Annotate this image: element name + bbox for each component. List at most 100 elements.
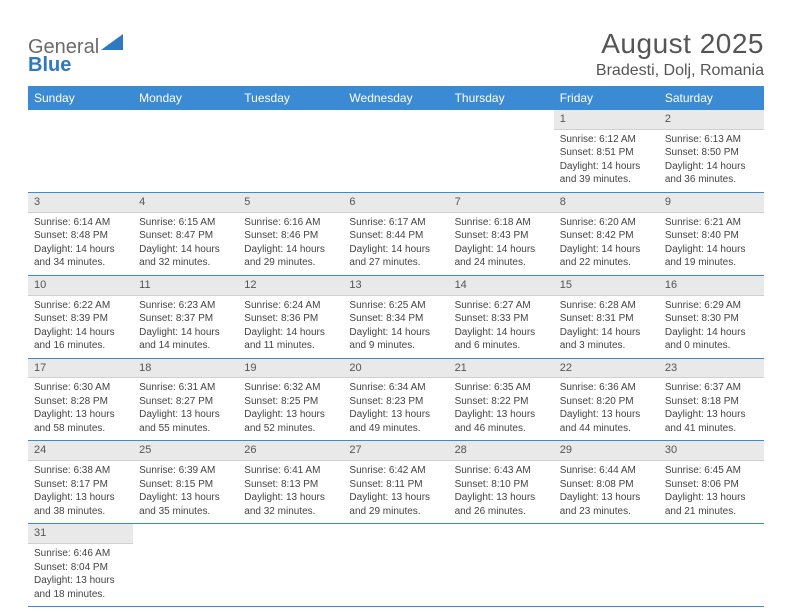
empty-cell [133, 129, 238, 192]
empty-cell [238, 129, 343, 192]
day-info: Sunrise: 6:43 AMSunset: 8:10 PMDaylight:… [449, 461, 554, 524]
day-number: 1 [554, 110, 659, 129]
weekday-header: Sunday [28, 86, 133, 110]
weekday-header: Tuesday [238, 86, 343, 110]
logo-text-blue-wrap: Blue [28, 54, 71, 77]
day-number: 21 [449, 358, 554, 378]
day-number: 13 [343, 275, 448, 295]
empty-cell [133, 524, 238, 544]
empty-cell [238, 524, 343, 544]
empty-cell [449, 544, 554, 607]
day-number: 8 [554, 192, 659, 212]
day-info: Sunrise: 6:13 AMSunset: 8:50 PMDaylight:… [659, 129, 764, 192]
day-info: Sunrise: 6:37 AMSunset: 8:18 PMDaylight:… [659, 378, 764, 441]
empty-cell [449, 129, 554, 192]
info-row: Sunrise: 6:30 AMSunset: 8:28 PMDaylight:… [28, 378, 764, 441]
empty-cell [554, 524, 659, 544]
day-number: 24 [28, 441, 133, 461]
day-info: Sunrise: 6:38 AMSunset: 8:17 PMDaylight:… [28, 461, 133, 524]
day-info: Sunrise: 6:30 AMSunset: 8:28 PMDaylight:… [28, 378, 133, 441]
day-info: Sunrise: 6:44 AMSunset: 8:08 PMDaylight:… [554, 461, 659, 524]
day-number: 19 [238, 358, 343, 378]
day-info: Sunrise: 6:45 AMSunset: 8:06 PMDaylight:… [659, 461, 764, 524]
empty-cell [659, 524, 764, 544]
info-row: Sunrise: 6:12 AMSunset: 8:51 PMDaylight:… [28, 129, 764, 192]
empty-cell [238, 110, 343, 129]
calendar-table: SundayMondayTuesdayWednesdayThursdayFrid… [28, 86, 764, 607]
info-row: Sunrise: 6:38 AMSunset: 8:17 PMDaylight:… [28, 461, 764, 524]
day-number: 4 [133, 192, 238, 212]
day-info: Sunrise: 6:36 AMSunset: 8:20 PMDaylight:… [554, 378, 659, 441]
day-info: Sunrise: 6:17 AMSunset: 8:44 PMDaylight:… [343, 212, 448, 275]
day-info: Sunrise: 6:34 AMSunset: 8:23 PMDaylight:… [343, 378, 448, 441]
day-number: 5 [238, 192, 343, 212]
info-row: Sunrise: 6:46 AMSunset: 8:04 PMDaylight:… [28, 544, 764, 607]
header: General August 2025 Bradesti, Dolj, Roma… [28, 28, 764, 80]
day-number: 22 [554, 358, 659, 378]
day-info: Sunrise: 6:35 AMSunset: 8:22 PMDaylight:… [449, 378, 554, 441]
day-info: Sunrise: 6:12 AMSunset: 8:51 PMDaylight:… [554, 129, 659, 192]
day-number: 12 [238, 275, 343, 295]
month-title: August 2025 [596, 28, 764, 60]
location: Bradesti, Dolj, Romania [596, 62, 764, 80]
empty-cell [449, 524, 554, 544]
logo-triangle-icon [101, 34, 123, 50]
title-block: August 2025 Bradesti, Dolj, Romania [596, 28, 764, 80]
day-info: Sunrise: 6:18 AMSunset: 8:43 PMDaylight:… [449, 212, 554, 275]
day-info: Sunrise: 6:23 AMSunset: 8:37 PMDaylight:… [133, 295, 238, 358]
empty-cell [449, 110, 554, 129]
empty-cell [343, 110, 448, 129]
day-number: 23 [659, 358, 764, 378]
day-info: Sunrise: 6:24 AMSunset: 8:36 PMDaylight:… [238, 295, 343, 358]
day-number: 14 [449, 275, 554, 295]
day-info: Sunrise: 6:31 AMSunset: 8:27 PMDaylight:… [133, 378, 238, 441]
logo-text-blue: Blue [28, 54, 71, 76]
day-number: 26 [238, 441, 343, 461]
day-info: Sunrise: 6:20 AMSunset: 8:42 PMDaylight:… [554, 212, 659, 275]
day-number: 25 [133, 441, 238, 461]
day-info: Sunrise: 6:22 AMSunset: 8:39 PMDaylight:… [28, 295, 133, 358]
day-info: Sunrise: 6:32 AMSunset: 8:25 PMDaylight:… [238, 378, 343, 441]
daynum-row: 3456789 [28, 192, 764, 212]
day-info: Sunrise: 6:15 AMSunset: 8:47 PMDaylight:… [133, 212, 238, 275]
day-number: 16 [659, 275, 764, 295]
info-row: Sunrise: 6:14 AMSunset: 8:48 PMDaylight:… [28, 212, 764, 275]
day-number: 15 [554, 275, 659, 295]
empty-cell [28, 110, 133, 129]
day-number: 9 [659, 192, 764, 212]
day-info: Sunrise: 6:39 AMSunset: 8:15 PMDaylight:… [133, 461, 238, 524]
empty-cell [343, 524, 448, 544]
weekday-header: Monday [133, 86, 238, 110]
day-info: Sunrise: 6:21 AMSunset: 8:40 PMDaylight:… [659, 212, 764, 275]
empty-cell [133, 110, 238, 129]
day-number: 18 [133, 358, 238, 378]
day-info: Sunrise: 6:46 AMSunset: 8:04 PMDaylight:… [28, 544, 133, 607]
day-number: 27 [343, 441, 448, 461]
weekday-header: Saturday [659, 86, 764, 110]
empty-cell [343, 129, 448, 192]
day-info: Sunrise: 6:29 AMSunset: 8:30 PMDaylight:… [659, 295, 764, 358]
day-number: 20 [343, 358, 448, 378]
day-number: 2 [659, 110, 764, 129]
day-info: Sunrise: 6:27 AMSunset: 8:33 PMDaylight:… [449, 295, 554, 358]
empty-cell [659, 544, 764, 607]
day-number: 11 [133, 275, 238, 295]
calendar-body: 12Sunrise: 6:12 AMSunset: 8:51 PMDayligh… [28, 110, 764, 607]
day-info: Sunrise: 6:28 AMSunset: 8:31 PMDaylight:… [554, 295, 659, 358]
day-number: 28 [449, 441, 554, 461]
weekday-header: Wednesday [343, 86, 448, 110]
daynum-row: 17181920212223 [28, 358, 764, 378]
day-number: 3 [28, 192, 133, 212]
day-info: Sunrise: 6:14 AMSunset: 8:48 PMDaylight:… [28, 212, 133, 275]
daynum-row: 10111213141516 [28, 275, 764, 295]
empty-cell [554, 544, 659, 607]
daynum-row: 24252627282930 [28, 441, 764, 461]
day-info: Sunrise: 6:25 AMSunset: 8:34 PMDaylight:… [343, 295, 448, 358]
day-info: Sunrise: 6:16 AMSunset: 8:46 PMDaylight:… [238, 212, 343, 275]
empty-cell [28, 129, 133, 192]
weekday-header: Thursday [449, 86, 554, 110]
day-number: 10 [28, 275, 133, 295]
day-info: Sunrise: 6:41 AMSunset: 8:13 PMDaylight:… [238, 461, 343, 524]
day-number: 30 [659, 441, 764, 461]
day-number: 6 [343, 192, 448, 212]
